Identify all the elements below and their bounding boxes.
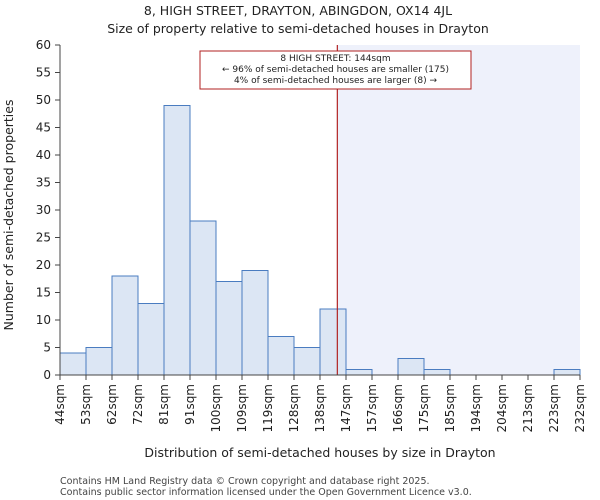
bar-109sqm (241, 270, 269, 376)
bar-138sqm (319, 308, 347, 376)
x-tick-label-223sqm: 223sqm (547, 384, 561, 432)
bar-175sqm (423, 369, 451, 376)
x-tick-label-204sqm: 204sqm (495, 384, 509, 432)
x-tick-label-157sqm: 157sqm (365, 384, 379, 432)
x-tick-label-44sqm: 44sqm (53, 384, 67, 425)
annotation-line-1: 8 HIGH STREET: 144sqm (280, 54, 390, 64)
annotation-line-2: ← 96% of semi-detached houses are smalle… (222, 65, 449, 75)
x-tick-label-194sqm: 194sqm (469, 384, 483, 432)
x-axis-label: Distribution of semi-detached houses by … (144, 445, 495, 460)
y-tick-label-45: 45 (36, 121, 51, 135)
y-tick-label-5: 5 (43, 341, 51, 355)
x-tick-label-109sqm: 109sqm (235, 384, 249, 432)
annotation-box (199, 50, 472, 90)
y-tick-label-25: 25 (36, 231, 51, 245)
bar-223sqm (553, 369, 581, 376)
x-tick-label-62sqm: 62sqm (105, 384, 119, 425)
x-tick-label-91sqm: 91sqm (183, 384, 197, 425)
x-tick-label-100sqm: 100sqm (209, 384, 223, 432)
y-tick-label-60: 60 (36, 38, 51, 52)
larger-properties-region (337, 45, 580, 375)
x-tick-label-232sqm: 232sqm (573, 384, 587, 432)
bar-166sqm (397, 358, 425, 376)
x-tick-label-213sqm: 213sqm (521, 384, 535, 432)
x-tick-label-53sqm: 53sqm (79, 384, 93, 425)
chart-subtitle: Size of property relative to semi-detach… (107, 21, 489, 36)
bar-44sqm (59, 352, 87, 376)
y-tick-label-0: 0 (43, 368, 51, 382)
bar-62sqm (111, 275, 139, 376)
y-tick-label-30: 30 (36, 203, 51, 217)
chart-title: 8, HIGH STREET, DRAYTON, ABINGDON, OX14 … (144, 3, 452, 18)
bar-100sqm (215, 281, 243, 376)
x-tick-label-147sqm: 147sqm (339, 384, 353, 432)
x-tick-label-72sqm: 72sqm (131, 384, 145, 425)
bar-72sqm (137, 303, 165, 376)
footer-line-2: Contains public sector information licen… (60, 487, 472, 498)
footer-line-1: Contains HM Land Registry data © Crown c… (60, 476, 430, 487)
x-tick-label-185sqm: 185sqm (443, 384, 457, 432)
y-tick-label-50: 50 (36, 93, 51, 107)
y-tick-label-55: 55 (36, 66, 51, 80)
y-tick-label-35: 35 (36, 176, 51, 190)
bar-81sqm (163, 105, 191, 376)
y-tick-label-15: 15 (36, 286, 51, 300)
x-tick-label-166sqm: 166sqm (391, 384, 405, 432)
bar-91sqm (189, 220, 217, 376)
y-axis-label: Number of semi-detached properties (1, 100, 16, 331)
x-tick-label-119sqm: 119sqm (261, 384, 275, 432)
bar-128sqm (293, 347, 321, 376)
y-tick-label-40: 40 (36, 148, 51, 162)
x-tick-label-175sqm: 175sqm (417, 384, 431, 432)
x-tick-label-128sqm: 128sqm (287, 384, 301, 432)
bar-119sqm (267, 336, 295, 376)
y-tick-label-20: 20 (36, 258, 51, 272)
annotation-line-3: 4% of semi-detached houses are larger (8… (234, 76, 438, 86)
x-tick-label-138sqm: 138sqm (313, 384, 327, 432)
bar-53sqm (85, 347, 113, 376)
bar-147sqm (345, 369, 373, 376)
x-tick-label-81sqm: 81sqm (157, 384, 171, 425)
y-tick-label-10: 10 (36, 313, 51, 327)
